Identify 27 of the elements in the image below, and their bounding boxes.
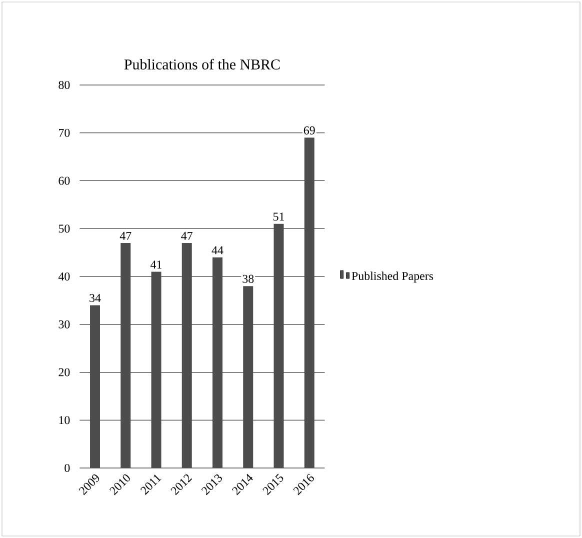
data-label: 47: [120, 232, 132, 240]
y-tick-label: 80: [58, 80, 70, 90]
bar: [212, 257, 222, 468]
data-label: 47: [181, 232, 192, 240]
bar: [243, 286, 254, 468]
bar: [90, 305, 100, 468]
y-tick-label: 0: [64, 464, 70, 472]
y-tick-label: 10: [59, 416, 70, 424]
y-tick-label: 60: [58, 176, 70, 185]
y-tick-label: 20: [58, 368, 70, 376]
legend-label: Published Papers: [352, 272, 434, 282]
data-label: 34: [90, 294, 101, 302]
y-tick-label: 50: [58, 224, 70, 233]
bar: [182, 242, 192, 468]
chart-title: Publications of the NBRC: [124, 58, 280, 70]
data-label: 69: [304, 126, 315, 134]
bar: [120, 242, 131, 468]
bar: [151, 272, 162, 468]
y-tick-label: 30: [58, 320, 70, 328]
y-tick-label: 40: [58, 272, 70, 281]
data-label: 51: [273, 212, 284, 221]
data-label: 38: [242, 274, 254, 283]
bar: [304, 138, 314, 468]
data-label: 41: [150, 260, 162, 269]
data-label: 44: [212, 246, 224, 254]
y-tick-label: 70: [58, 128, 70, 137]
bar: [274, 224, 284, 468]
